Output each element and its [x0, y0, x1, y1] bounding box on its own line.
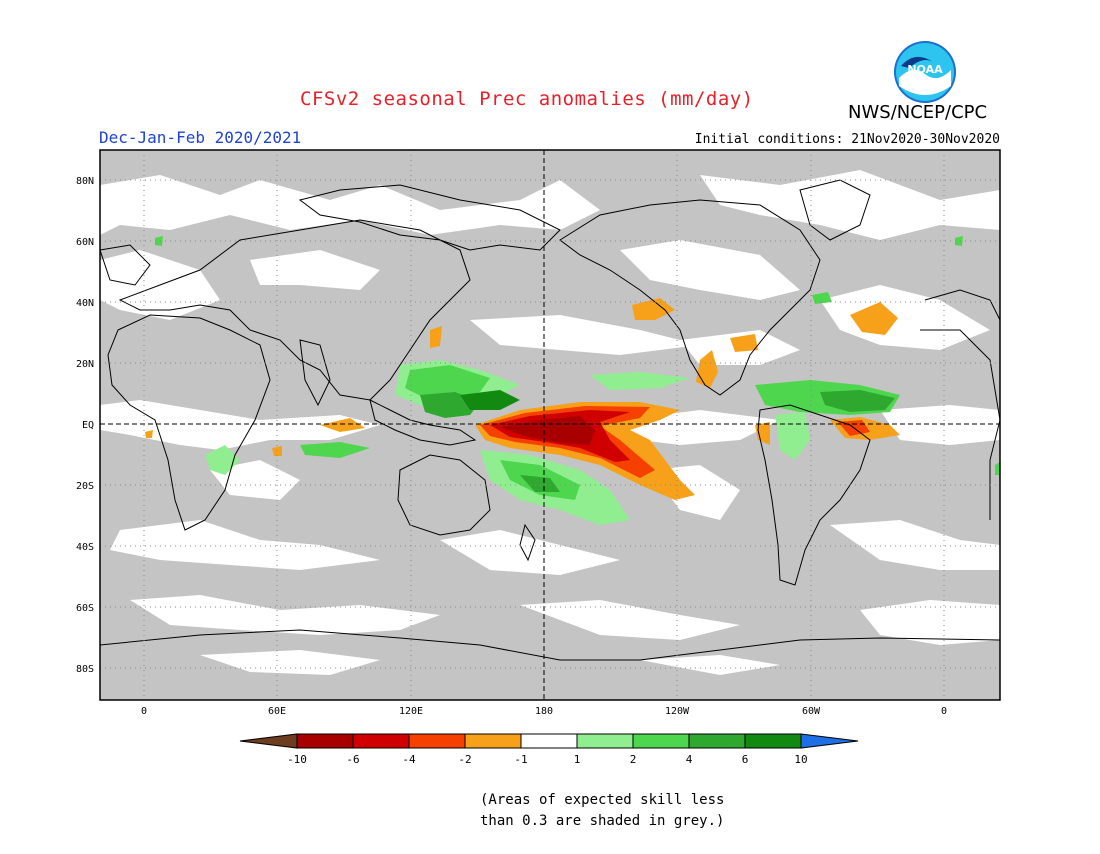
- lat-label: 60N: [76, 237, 94, 248]
- colorbar-label: -10: [287, 753, 307, 766]
- skill-note-line: (Areas of expected skill less: [480, 792, 725, 808]
- coastlines: [100, 179, 1000, 661]
- lat-label: 60S: [76, 603, 94, 614]
- colorbar-segment: [688, 733, 746, 749]
- lat-label: 40S: [76, 542, 94, 553]
- lon-label: 120W: [665, 706, 690, 717]
- lon-label: 0: [141, 706, 147, 717]
- colorbar-labels: -10 -6 -4 -2 -1 1 2 4 6 10: [287, 753, 808, 766]
- colorbar-label: -6: [346, 753, 359, 766]
- initial-conditions-label: Initial conditions: 21Nov2020-30Nov2020: [694, 132, 1000, 147]
- colorbar-label: -1: [514, 753, 527, 766]
- season-label: Dec-Jan-Feb 2020/2021: [99, 128, 302, 147]
- skill-note: (Areas of expected skill less than 0.3 a…: [480, 790, 724, 832]
- noaa-logo: NOAA: [893, 40, 957, 104]
- lon-label: 180: [535, 706, 553, 717]
- colorbar-segment: [464, 733, 522, 749]
- lon-label: 120E: [399, 706, 423, 717]
- lon-label: 60E: [268, 706, 286, 717]
- lat-label: 40N: [76, 298, 94, 309]
- colorbar-segment: [744, 733, 802, 749]
- skill-note-line: than 0.3 are shaded in grey.): [480, 813, 725, 829]
- lat-label: 20N: [76, 359, 94, 370]
- wet-anomaly-regions: [155, 236, 1000, 525]
- colorbar-segment: [520, 733, 578, 749]
- map-frame: [99, 149, 1001, 701]
- white-anomaly-regions: [100, 170, 1000, 675]
- colorbar-label: 1: [574, 753, 581, 766]
- colorbar-segment: [296, 733, 354, 749]
- lat-label: EQ: [82, 420, 94, 431]
- colorbar-segment: [632, 733, 690, 749]
- colorbar-segment: [239, 733, 298, 749]
- colorbar-label: 10: [794, 753, 807, 766]
- agency-label: NWS/NCEP/CPC: [848, 102, 988, 123]
- lat-label: 80S: [76, 664, 94, 675]
- colorbar-segment: [576, 733, 634, 749]
- colorbar-label: 4: [686, 753, 693, 766]
- lon-label: 0: [941, 706, 947, 717]
- longitude-labels: 0 60E 120E 180 120W 60W 0: [141, 706, 947, 717]
- colorbar-segment: [800, 733, 859, 749]
- svg-text:NOAA: NOAA: [907, 63, 943, 76]
- latitude-labels: 80N 60N 40N 20N EQ 20S 40S 60S 80S: [76, 176, 94, 675]
- lon-label: 60W: [802, 706, 821, 717]
- chart-title: CFSv2 seasonal Prec anomalies (mm/day): [300, 88, 754, 110]
- colorbar-segment: [408, 733, 466, 749]
- colorbar: [239, 733, 859, 749]
- map-area: [100, 150, 1000, 700]
- colorbar-label: 2: [630, 753, 637, 766]
- colorbar-label: 6: [742, 753, 749, 766]
- colorbar-label: -4: [402, 753, 416, 766]
- dry-anomaly-regions: [145, 298, 900, 500]
- colorbar-segment: [352, 733, 410, 749]
- lat-label: 20S: [76, 481, 94, 492]
- colorbar-label: -2: [458, 753, 471, 766]
- grid-lines: [100, 150, 1000, 700]
- lat-label: 80N: [76, 176, 94, 187]
